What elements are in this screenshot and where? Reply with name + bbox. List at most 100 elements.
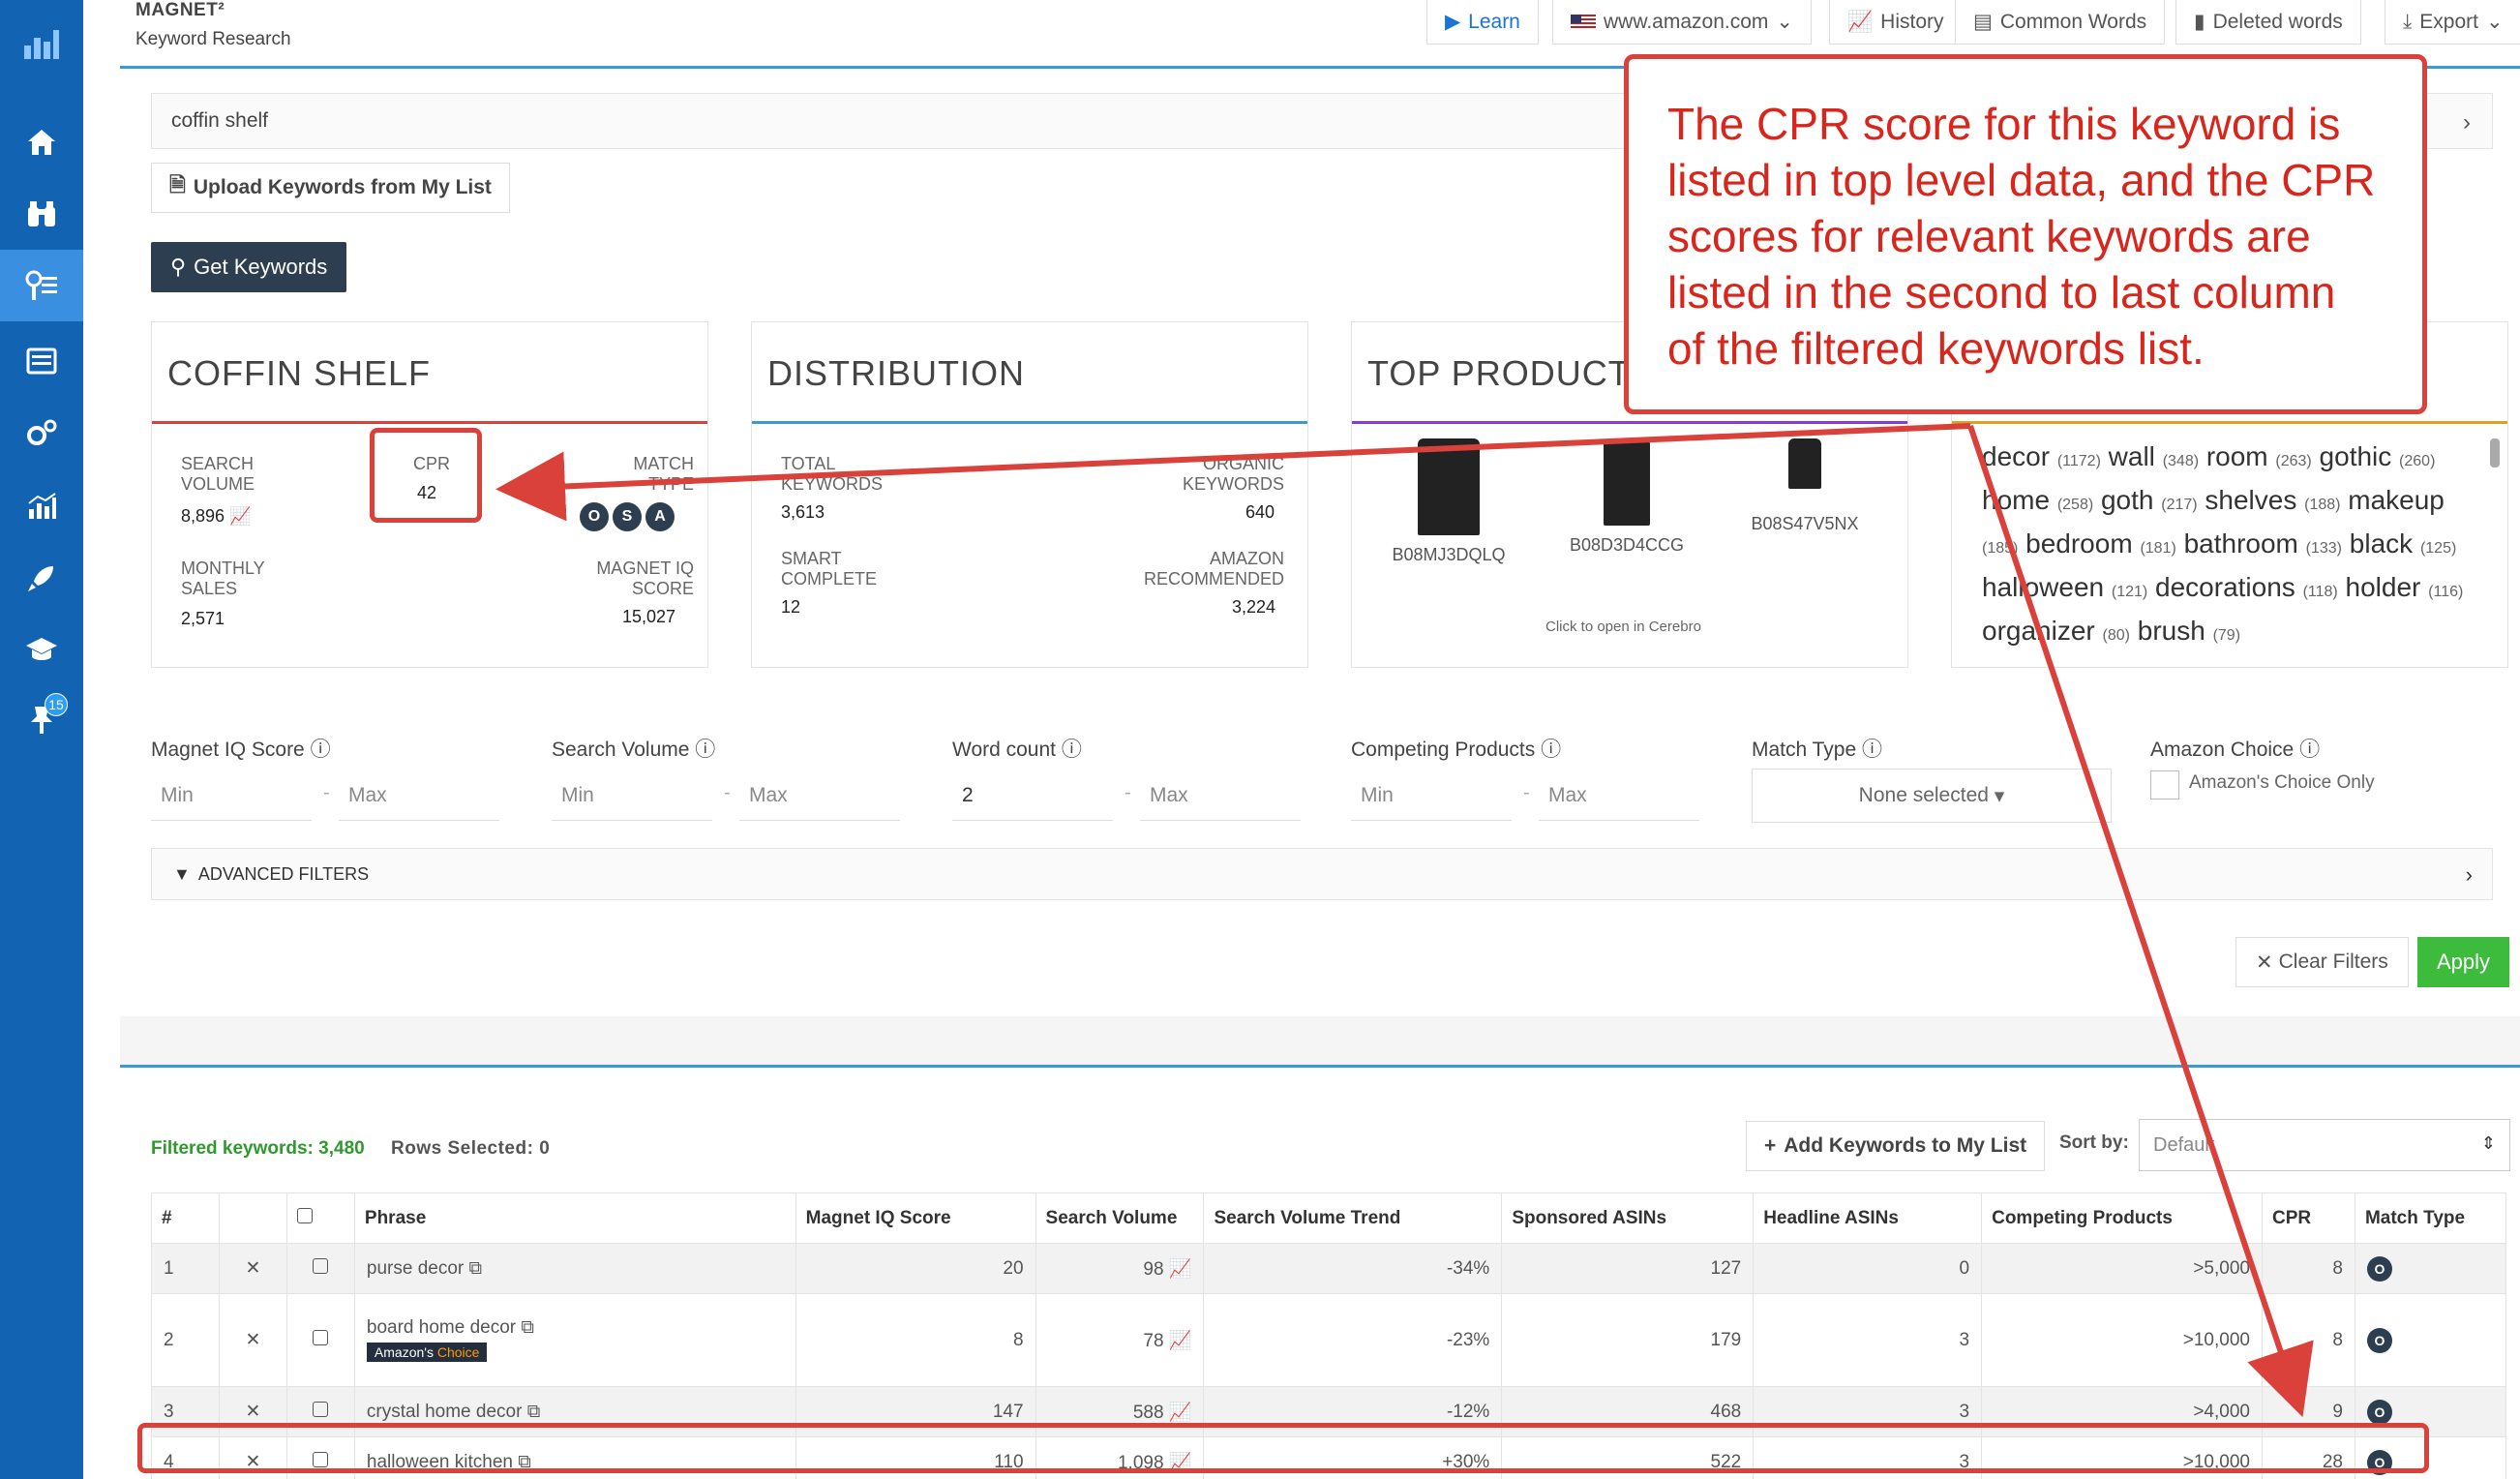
table-row[interactable]: 1 ✕ purse decor ⧉ 20 98 📈 -34% 127 0 >5,000 8 O [151,1243,2507,1294]
row-checkbox[interactable] [313,1451,329,1467]
home-icon[interactable] [0,106,83,178]
col-phrase[interactable]: Phrase [353,1192,796,1244]
filter-label-sv: Search Volume ⓘ [552,739,716,761]
delete-icon[interactable]: ✕ [218,1243,287,1294]
miq-min-input[interactable]: Min [151,774,312,821]
product-3[interactable]: B08S47V5NX [1747,438,1863,534]
row-checkbox[interactable] [313,1329,329,1345]
card-title: COFFIN SHELF [167,353,432,393]
word-cloud-count: (121) [2111,584,2148,600]
get-keywords-button[interactable]: ⚲ Get Keywords [151,242,347,292]
deleted-words-button[interactable]: ▮ Deleted words [2175,0,2361,45]
trend-chart-icon[interactable]: 📈 [1168,1258,1192,1280]
word-cloud-item[interactable]: decorations [2155,572,2295,602]
miq-max-input[interactable]: Max [339,774,499,821]
word-cloud-item[interactable]: holder [2345,572,2421,602]
advanced-filters-toggle[interactable]: ▼ ADVANCED FILTERS › [151,848,2493,900]
range-dash: - [323,782,330,803]
chevron-right-icon[interactable]: › [2463,109,2471,136]
upload-keywords-button[interactable]: 🗎 Upload Keywords from My List [151,163,510,213]
word-cloud-count: (263) [2275,453,2312,469]
match-type-select[interactable]: None selected ▾ [1752,769,2112,823]
external-link-icon[interactable]: ⧉ [518,1451,531,1472]
word-cloud-item[interactable]: goth [2100,485,2154,515]
search-volume-label: SEARCH VOLUME [181,454,255,494]
word-cloud-item[interactable]: bedroom [2025,528,2133,558]
word-cloud-item[interactable]: brush [2137,616,2205,646]
select-all-checkbox[interactable] [296,1207,313,1223]
export-button[interactable]: ⤓ Export ⌄ [2385,0,2520,45]
word-cloud-item[interactable]: organizer [1982,616,2095,646]
common-words-button[interactable]: ▤ Common Words [1955,0,2166,45]
row-checkbox[interactable] [313,1257,329,1274]
trend-chart-icon[interactable]: 📈 [1168,1330,1192,1351]
word-cloud-item[interactable]: gothic [2319,441,2392,471]
match-type-cell: O [2354,1293,2507,1387]
list-icon[interactable] [0,325,83,397]
row-checkbox[interactable] [313,1401,329,1417]
cp-min-input[interactable]: Min [1351,774,1512,821]
word-cloud-item[interactable]: halloween [1982,572,2105,602]
rocket-icon[interactable] [0,542,83,614]
word-cloud-item[interactable]: room [2205,441,2268,471]
filter-label-wc: Word count ⓘ [952,739,1082,761]
sv-trend-cell: -34% [1203,1243,1503,1294]
col-sv[interactable]: Search Volume [1035,1192,1205,1244]
learn-button[interactable]: ▶ Learn [1426,0,1539,45]
col-sv-trend[interactable]: Search Volume Trend [1203,1192,1503,1244]
pin-icon[interactable]: 15 [0,683,83,755]
keyword-research-icon[interactable] [0,250,83,321]
sv-max-input[interactable]: Max [739,774,900,821]
external-link-icon[interactable]: ⧉ [526,1401,541,1422]
col-match-type[interactable]: Match Type [2354,1192,2507,1244]
wc-max-input[interactable]: Max [1140,774,1301,821]
word-cloud-count: (185) [1982,540,2019,557]
card-rule [1352,421,1907,424]
graduation-icon[interactable] [0,614,83,685]
delete-icon[interactable]: ✕ [218,1386,287,1437]
external-link-icon[interactable]: ⧉ [468,1257,483,1279]
row-select [285,1293,355,1387]
gears-icon[interactable] [0,397,83,468]
external-link-icon[interactable]: ⧉ [521,1317,534,1338]
miq-cell: 8 [795,1293,1036,1387]
logo-icon[interactable] [0,8,83,79]
product-2[interactable]: B08D3D4CCG [1569,438,1685,556]
sort-select[interactable]: Default ⇕ [2139,1119,2510,1171]
word-cloud-item[interactable]: makeup [2348,485,2445,515]
chart-icon[interactable] [0,470,83,542]
product-1[interactable]: B08MJ3DQLQ [1391,438,1507,565]
word-cloud-item[interactable]: home [1982,485,2051,515]
word-cloud-item[interactable]: decor [1982,441,2051,471]
word-cloud-item[interactable]: bathroom [2183,528,2298,558]
range-dash: - [1125,782,1131,803]
cp-max-input[interactable]: Max [1539,774,1699,821]
delete-icon[interactable]: ✕ [218,1293,287,1387]
table-row[interactable]: 2 ✕ board home decor ⧉ Amazon's Choice 8 78 📈… [151,1293,2507,1387]
wc-min-input[interactable]: 2 [952,774,1113,821]
table-row[interactable]: 3 ✕ crystal home decor ⧉ 147 588 📈 -12% 468 3 >4… [151,1386,2507,1437]
sv-min-input[interactable]: Min [552,774,712,821]
scrollbar[interactable] [2490,438,2500,468]
trend-chart-icon[interactable]: 📈 [1168,1402,1192,1423]
marketplace-select[interactable]: www.amazon.com ⌄ [1552,0,1812,45]
amazon-recommended-label: AMAZON RECOMMENDED [1143,549,1284,589]
word-cloud-item[interactable]: black [2349,528,2414,558]
clear-filters-button[interactable]: ✕ Clear Filters [2235,937,2409,987]
word-cloud-item[interactable]: shelves [2205,485,2297,515]
history-button[interactable]: 📈 History [1829,0,1963,45]
col-competing[interactable]: Competing Products [1981,1192,2263,1244]
col-sponsored[interactable]: Sponsored ASINs [1501,1192,1755,1244]
binoculars-icon[interactable] [0,178,83,250]
trend-chart-icon[interactable]: 📈 [1168,1452,1192,1473]
col-miq[interactable]: Magnet IQ Score [795,1192,1036,1244]
apply-button[interactable]: Apply [2417,937,2510,987]
amazon-choice-checkbox[interactable] [2150,770,2179,800]
word-cloud-item[interactable]: wall [2108,441,2155,471]
col-headline[interactable]: Headline ASINs [1753,1192,1983,1244]
headline-cell: 0 [1753,1243,1983,1294]
organic-keywords-label: ORGANIC KEYWORDS [1182,454,1284,494]
page-title: Keyword Research [135,29,291,49]
add-keywords-button[interactable]: + Add Keywords to My List [1746,1121,2046,1171]
col-cpr[interactable]: CPR [2261,1192,2355,1244]
